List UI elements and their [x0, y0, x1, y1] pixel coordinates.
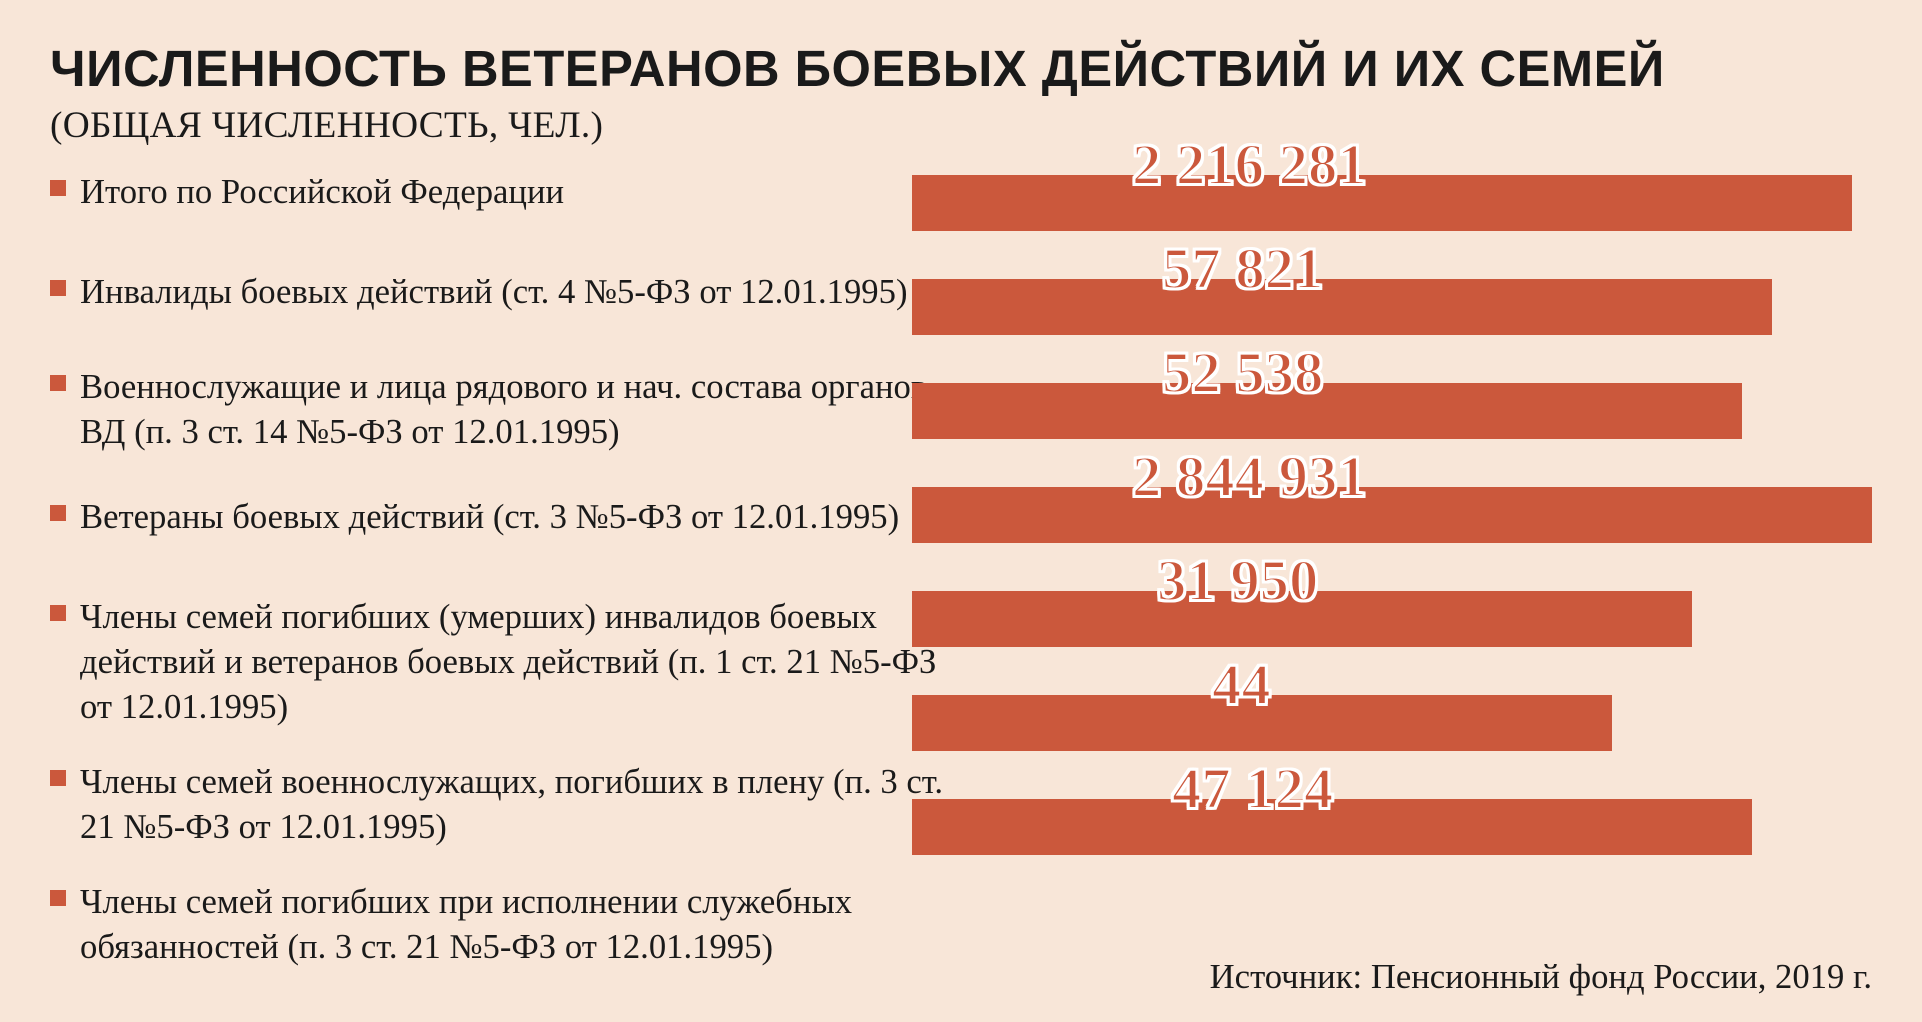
bar-row: 31 950 — [912, 591, 1872, 647]
label-row: Военнослужащие и лица рядового и нач. со… — [50, 365, 970, 455]
bar-value: 2 216 281 — [1132, 131, 1367, 198]
category-label: Итого по Российской Федерации — [80, 170, 564, 215]
source-attribution: Источник: Пенсионный фонд России, 2019 г… — [1210, 958, 1872, 997]
category-label: Члены семей погибших при исполнении служ… — [80, 880, 970, 970]
bullet-icon — [50, 375, 66, 391]
bar-value: 31 950 — [1157, 547, 1318, 614]
infographic-canvas: ЧИСЛЕННОСТЬ ВЕТЕРАНОВ БОЕВЫХ ДЕЙСТВИЙ И … — [0, 0, 1922, 1022]
bar-value: 47 124 — [1172, 755, 1333, 822]
bar-row: 2 844 931 — [912, 487, 1872, 543]
bar-row: 44 — [912, 695, 1872, 751]
bar — [912, 383, 1742, 439]
label-row: Инвалиды боевых действий (ст. 4 №5‑ФЗ от… — [50, 270, 908, 315]
bullet-icon — [50, 505, 66, 521]
bar-row: 52 538 — [912, 383, 1872, 439]
bullet-icon — [50, 180, 66, 196]
bullet-icon — [50, 605, 66, 621]
bar-value: 52 538 — [1162, 339, 1323, 406]
bar-value: 44 — [1212, 651, 1271, 718]
chart-title: ЧИСЛЕННОСТЬ ВЕТЕРАНОВ БОЕВЫХ ДЕЙСТВИЙ И … — [50, 40, 1872, 98]
label-row: Члены семей военнослужащих, погибших в п… — [50, 760, 970, 850]
label-row: Члены семей погибших при исполнении служ… — [50, 880, 970, 970]
category-label: Военнослужащие и лица рядового и нач. со… — [80, 365, 970, 455]
category-label: Члены семей погибших (умерших) инвалидов… — [80, 595, 970, 730]
bullet-icon — [50, 890, 66, 906]
chart-subtitle: (ОБЩАЯ ЧИСЛЕННОСТЬ, ЧЕЛ.) — [50, 104, 1872, 147]
bar — [912, 487, 1872, 543]
category-label: Инвалиды боевых действий (ст. 4 №5‑ФЗ от… — [80, 270, 908, 315]
bar — [912, 279, 1772, 335]
bar-row: 2 216 281 — [912, 175, 1872, 231]
bullet-icon — [50, 770, 66, 786]
bar-value: 2 844 931 — [1132, 443, 1367, 510]
category-label: Члены семей военнослужащих, погибших в п… — [80, 760, 970, 850]
bar — [912, 175, 1852, 231]
labels-column: Итого по Российской Федерации Инвалиды б… — [50, 170, 970, 990]
bars-area: 2 216 281 57 821 52 538 2 844 931 31 950… — [912, 175, 1872, 955]
bar-value: 57 821 — [1162, 235, 1323, 302]
label-row: Ветераны боевых действий (ст. 3 №5‑ФЗ от… — [50, 495, 899, 540]
label-row: Члены семей погибших (умерших) инвалидов… — [50, 595, 970, 730]
bar-row: 57 821 — [912, 279, 1872, 335]
bullet-icon — [50, 280, 66, 296]
label-row: Итого по Российской Федерации — [50, 170, 564, 215]
category-label: Ветераны боевых действий (ст. 3 №5‑ФЗ от… — [80, 495, 899, 540]
bar-row: 47 124 — [912, 799, 1872, 855]
